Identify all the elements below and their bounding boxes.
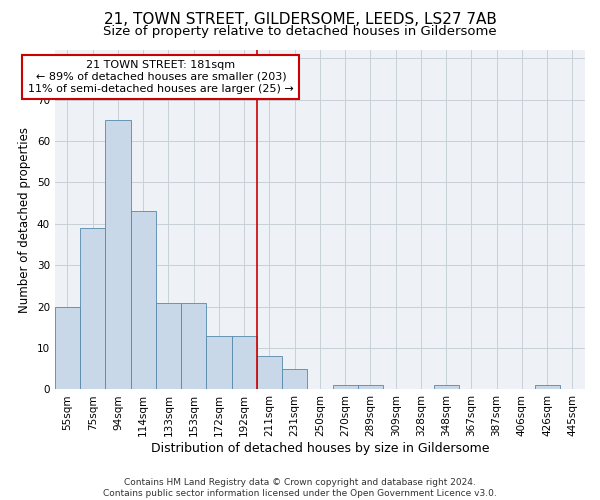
Bar (206, 336, 232, 390)
Bar (257, 356, 282, 390)
Bar (80, 228, 106, 390)
Text: 21, TOWN STREET, GILDERSOME, LEEDS, LS27 7AB: 21, TOWN STREET, GILDERSOME, LEEDS, LS27… (104, 12, 496, 28)
Text: Size of property relative to detached houses in Gildersome: Size of property relative to detached ho… (103, 25, 497, 38)
Y-axis label: Number of detached properties: Number of detached properties (19, 126, 31, 312)
Text: Contains HM Land Registry data © Crown copyright and database right 2024.
Contai: Contains HM Land Registry data © Crown c… (103, 478, 497, 498)
Bar (156, 302, 181, 390)
Bar (535, 386, 560, 390)
Bar (232, 336, 257, 390)
Text: 21 TOWN STREET: 181sqm
← 89% of detached houses are smaller (203)
11% of semi-de: 21 TOWN STREET: 181sqm ← 89% of detached… (28, 60, 294, 94)
Bar (106, 120, 131, 390)
Bar (282, 369, 307, 390)
Bar (55, 306, 80, 390)
Bar (131, 212, 156, 390)
Bar (332, 386, 358, 390)
Bar (434, 386, 459, 390)
X-axis label: Distribution of detached houses by size in Gildersome: Distribution of detached houses by size … (151, 442, 489, 455)
Bar (181, 302, 206, 390)
Bar (358, 386, 383, 390)
